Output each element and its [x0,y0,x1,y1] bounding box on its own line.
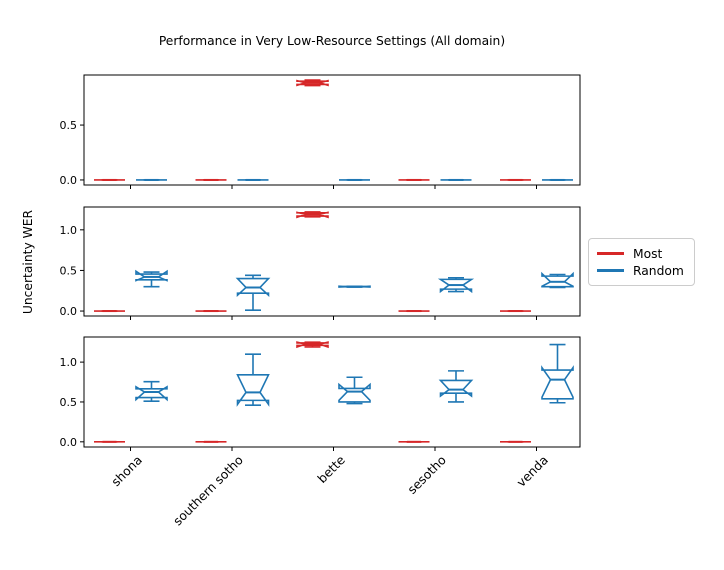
svg-text:0.0: 0.0 [60,174,78,187]
y-axis-label: Uncertainty WER [21,209,35,315]
legend-item-most: Most [597,245,686,262]
svg-text:0.0: 0.0 [60,436,78,449]
legend-label-random: Random [633,263,684,278]
legend-label-most: Most [633,246,663,261]
most-line-swatch [597,252,624,255]
svg-text:0.5: 0.5 [60,119,78,132]
svg-text:1.0: 1.0 [60,224,78,237]
legend: Most Random [588,238,695,286]
svg-text:0.5: 0.5 [60,396,78,409]
svg-text:0.0: 0.0 [60,305,78,318]
svg-text:1.0: 1.0 [60,356,78,369]
chart-title: Performance in Very Low-Resource Setting… [158,34,506,48]
svg-text:0.5: 0.5 [60,264,78,277]
legend-item-random: Random [597,262,686,279]
random-line-swatch [597,269,624,272]
